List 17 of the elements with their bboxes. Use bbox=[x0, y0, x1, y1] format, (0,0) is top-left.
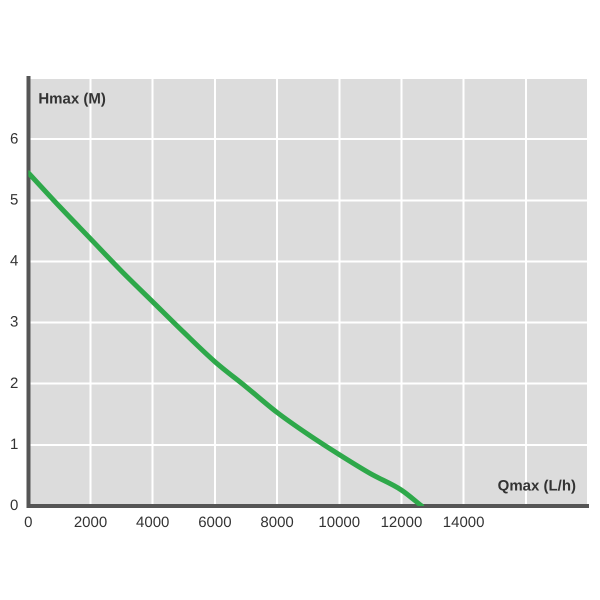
y-tick-label: 4 bbox=[10, 252, 18, 270]
y-tick-label: 5 bbox=[10, 191, 18, 208]
x-tick-label: 12000 bbox=[380, 514, 422, 532]
y-axis-title: Hmax (M) bbox=[38, 90, 106, 108]
y-tick-label: 3 bbox=[10, 314, 18, 331]
x-axis-title: Qmax (L/h) bbox=[498, 478, 576, 495]
y-tick-label: 0 bbox=[10, 497, 18, 514]
x-tick-label: 8000 bbox=[260, 514, 294, 532]
x-tick-label: 0 bbox=[24, 514, 33, 532]
x-tick-label: 10000 bbox=[318, 514, 360, 532]
x-tick-label: 6000 bbox=[198, 514, 232, 532]
x-tick-label: 4000 bbox=[136, 514, 170, 532]
x-tick-label: 2000 bbox=[74, 514, 108, 532]
x-tick-label: 14000 bbox=[442, 514, 484, 532]
y-tick-label: 6 bbox=[10, 130, 18, 148]
y-tick-label: 1 bbox=[10, 436, 18, 453]
y-tick-label: 2 bbox=[10, 374, 18, 392]
